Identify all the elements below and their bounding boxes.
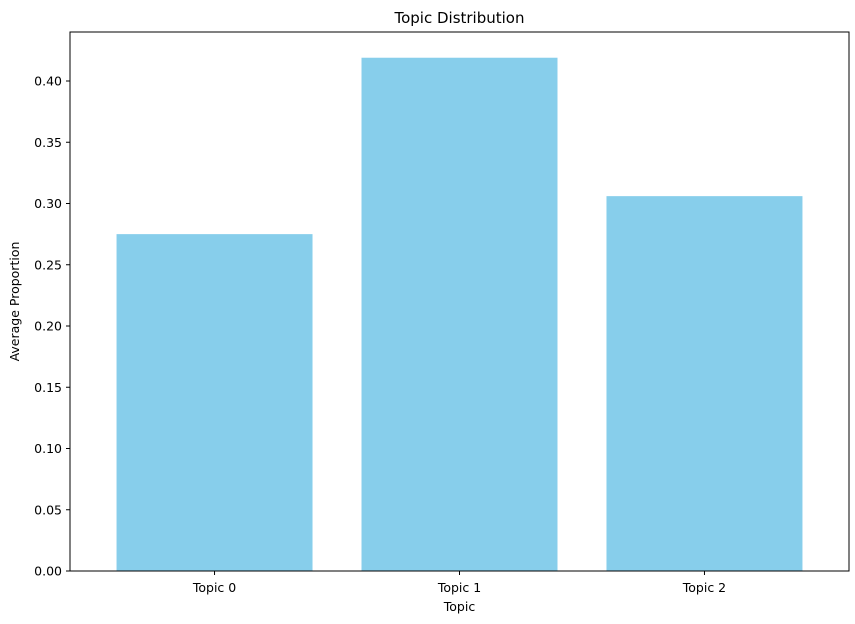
bar-topic-1 [361,57,558,572]
x-axis-label: Topic [443,599,476,614]
plot-area-frame [69,31,850,572]
x-axis-ticks: Topic 0 Topic 1 Topic 2 [192,571,726,595]
y-tick-label: 0.05 [34,502,62,517]
y-tick-label: 0.40 [34,74,62,89]
y-tick-label: 0.20 [34,319,62,334]
y-tick-label: 0.00 [34,564,62,579]
y-tick-label: 0.15 [34,380,62,395]
y-axis-label: Average Proportion [7,242,22,362]
y-tick-label: 0.35 [34,135,62,150]
x-tick-label: Topic 1 [437,580,481,595]
x-tick-label: Topic 0 [192,580,236,595]
bar-topic-0 [116,234,313,571]
x-tick-label: Topic 2 [682,580,726,595]
bar-topic-2 [606,196,803,571]
y-tick-label: 0.30 [34,196,62,211]
y-axis-ticks: 0.00 0.05 0.10 0.15 0.20 0.25 0.30 0.35 0.40 [34,74,70,579]
y-tick-label: 0.10 [34,441,62,456]
y-tick-label: 0.25 [34,257,62,272]
chart-title: Topic Distribution [393,9,524,27]
bars-group [116,57,803,572]
